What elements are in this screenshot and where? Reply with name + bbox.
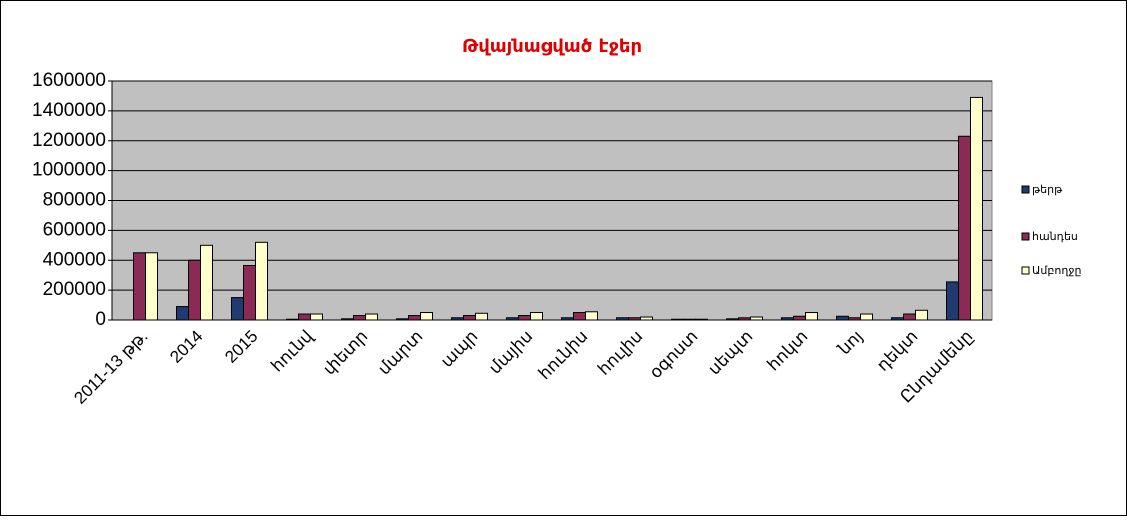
bar xyxy=(970,96,983,321)
bar xyxy=(518,315,531,321)
y-tick-label: 1600000 xyxy=(32,70,106,91)
y-tick-label: 800000 xyxy=(43,190,106,211)
bar xyxy=(176,306,189,321)
bar xyxy=(145,252,158,321)
bar xyxy=(903,313,916,321)
legend-swatch xyxy=(1021,266,1030,275)
bar xyxy=(860,313,873,321)
bar xyxy=(365,313,378,321)
bar xyxy=(463,315,476,321)
legend-label: Ամբողջը xyxy=(1032,265,1081,277)
y-tick-label: 600000 xyxy=(43,219,106,240)
bar xyxy=(188,259,201,321)
bar xyxy=(805,312,818,321)
bar xyxy=(133,252,146,321)
y-tick-label: 1400000 xyxy=(32,100,106,121)
bar xyxy=(231,297,244,321)
chart-title: Թվայնացված էջեր xyxy=(462,36,642,57)
y-tick-label: 1200000 xyxy=(32,130,106,151)
bar xyxy=(475,312,488,321)
y-tick-label: 1000000 xyxy=(32,160,106,181)
bar xyxy=(793,315,806,321)
bar xyxy=(310,313,323,321)
bar xyxy=(353,315,366,321)
bar xyxy=(420,312,433,321)
bar xyxy=(573,312,586,321)
bar xyxy=(298,313,311,321)
legend-label: թերթ xyxy=(1032,184,1063,196)
bar xyxy=(585,311,598,321)
y-tick-label: 400000 xyxy=(43,249,106,270)
bar xyxy=(255,241,268,321)
bar xyxy=(200,244,213,321)
bar xyxy=(530,312,543,321)
bar xyxy=(946,281,959,321)
legend-label: հանդես xyxy=(1032,231,1078,243)
bar xyxy=(408,315,421,321)
y-tick-label: 200000 xyxy=(43,279,106,300)
bar xyxy=(243,264,256,321)
bar xyxy=(915,309,928,321)
legend-swatch xyxy=(1021,232,1030,241)
y-tick-label: 0 xyxy=(95,309,106,330)
bar xyxy=(958,135,971,321)
legend-swatch xyxy=(1021,185,1030,194)
bar xyxy=(836,315,849,321)
